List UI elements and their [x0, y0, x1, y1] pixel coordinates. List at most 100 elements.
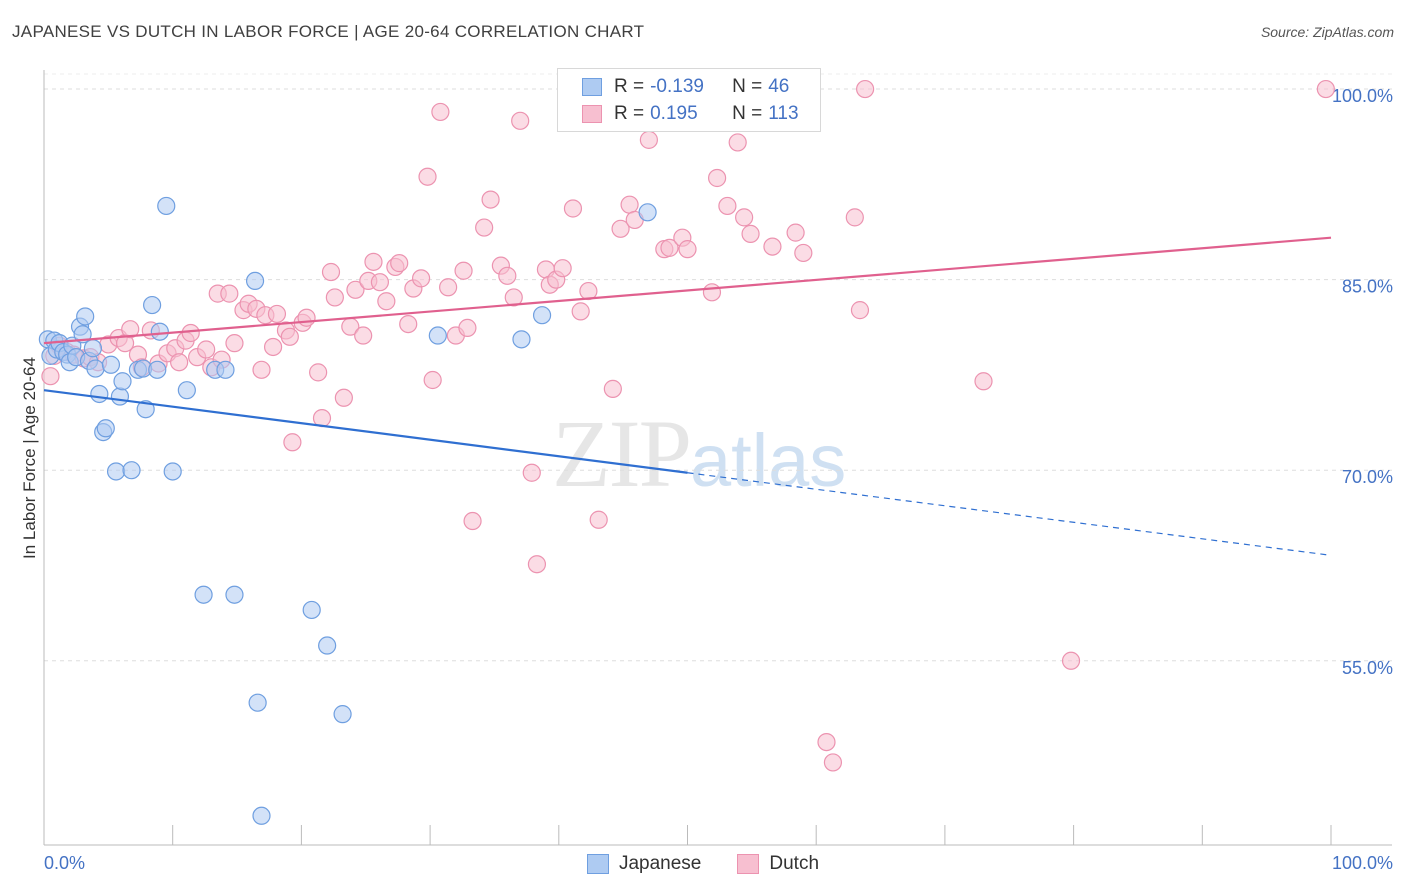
dutch-r-label: R = [614, 103, 645, 124]
japanese-point [148, 360, 167, 379]
dutch-point [225, 334, 244, 353]
dutch-point [498, 266, 517, 285]
japanese-trend-extension [687, 472, 1332, 556]
dutch-point [390, 254, 409, 273]
dutch-point [297, 308, 316, 327]
japanese-point [86, 359, 105, 378]
japanese-point [532, 306, 552, 325]
dutch-point [845, 208, 864, 227]
japanese-point [638, 203, 657, 222]
dutch-point [325, 288, 344, 307]
chart-title: JAPANESE VS DUTCH IN LABOR FORCE | AGE 2… [12, 22, 645, 41]
japanese-point [163, 462, 182, 481]
japanese-point [73, 325, 92, 344]
japanese-point [177, 381, 196, 400]
dutch-point [283, 433, 302, 452]
dutch-point [1061, 651, 1081, 670]
japanese-point [150, 322, 169, 341]
japanese-point [333, 705, 352, 724]
japanese-legend-label: Japanese [618, 853, 702, 874]
dutch-r-value: 0.195 [650, 103, 698, 124]
dutch-point [423, 370, 442, 390]
japanese-point [76, 307, 95, 326]
dutch-legend-swatch [737, 854, 760, 874]
x-tick-label: 100.0% [1332, 853, 1393, 873]
dutch-point [504, 288, 523, 307]
japanese-n-label: N = [732, 76, 763, 97]
dutch-point [611, 219, 630, 238]
y-tick-label: 100.0% [1332, 86, 1393, 106]
japanese-point [512, 330, 531, 349]
dutch-point [589, 510, 608, 529]
dutch-point [263, 337, 283, 357]
dutch-point [856, 79, 875, 99]
dutch-point [346, 280, 365, 299]
source-credit: Source: ZipAtlas.com [1260, 24, 1394, 40]
dutch-legend-label: Dutch [769, 853, 820, 874]
japanese-point [136, 400, 155, 419]
dutch-point [708, 168, 727, 188]
dutch-point [678, 240, 697, 259]
dutch-point [458, 318, 477, 338]
dutch-point [197, 340, 216, 359]
japanese-n-value: 46 [768, 76, 790, 97]
japanese-point [252, 806, 271, 825]
japanese-point [248, 693, 267, 712]
japanese-point [90, 384, 109, 404]
dutch-point [823, 753, 843, 772]
japanese-point [83, 339, 103, 358]
dutch-point [563, 199, 583, 218]
dutch-point [481, 190, 500, 209]
dutch-point [41, 367, 60, 386]
japanese-point [110, 387, 130, 406]
japanese-point [318, 636, 337, 655]
japanese-point [106, 462, 126, 481]
correlation-legend: R = -0.139 N = 46 R = 0.195 N = 113 [557, 68, 821, 132]
japanese-point [143, 295, 162, 315]
dutch-point [321, 262, 341, 282]
dutch-point [735, 208, 754, 227]
dutch-point [974, 372, 993, 391]
dutch-point [280, 327, 299, 346]
japanese-point [245, 271, 265, 291]
dutch-point [411, 269, 431, 288]
japanese-point [157, 196, 176, 216]
dutch-point [763, 237, 782, 256]
dutch-point [252, 360, 271, 379]
dutch-point [850, 301, 870, 320]
japanese-point [113, 372, 132, 391]
series-legend: Japanese Dutch [0, 852, 1406, 876]
dutch-point [660, 238, 679, 257]
y-axis-label: In Labor Force | Age 20-64 [20, 357, 39, 559]
japanese-legend-swatch [586, 854, 609, 874]
legend-item-japanese[interactable]: Japanese [586, 853, 702, 875]
dutch-point [741, 224, 760, 243]
japanese-point [194, 585, 213, 604]
dutch-point [170, 353, 189, 372]
dutch-point [418, 167, 437, 186]
dutch-trend-line [43, 236, 1332, 345]
japanese-point [225, 585, 244, 604]
dutch-point [377, 292, 396, 311]
japanese-trend-line [43, 389, 688, 474]
y-tick-label: 70.0% [1342, 467, 1393, 487]
y-tick-label: 55.0% [1342, 658, 1393, 678]
dutch-point [718, 196, 737, 216]
japanese-r-value: -0.139 [650, 76, 704, 97]
dutch-point [571, 302, 590, 321]
legend-item-dutch[interactable]: Dutch [737, 853, 819, 875]
watermark-atlas: atlas [690, 419, 847, 502]
dutch-point [475, 218, 494, 237]
dutch-point [370, 273, 390, 292]
dutch-point [728, 133, 747, 152]
legend-row-japanese: R = -0.139 N = 46 [582, 75, 789, 99]
dutch-point [702, 283, 722, 302]
dutch-point [334, 388, 353, 407]
dutch-point [1316, 79, 1335, 99]
japanese-point [101, 355, 121, 374]
dutch-n-value: 113 [768, 103, 799, 124]
dutch-swatch [582, 105, 602, 123]
japanese-point [216, 360, 235, 379]
watermark: ZIPatlas [552, 398, 846, 509]
